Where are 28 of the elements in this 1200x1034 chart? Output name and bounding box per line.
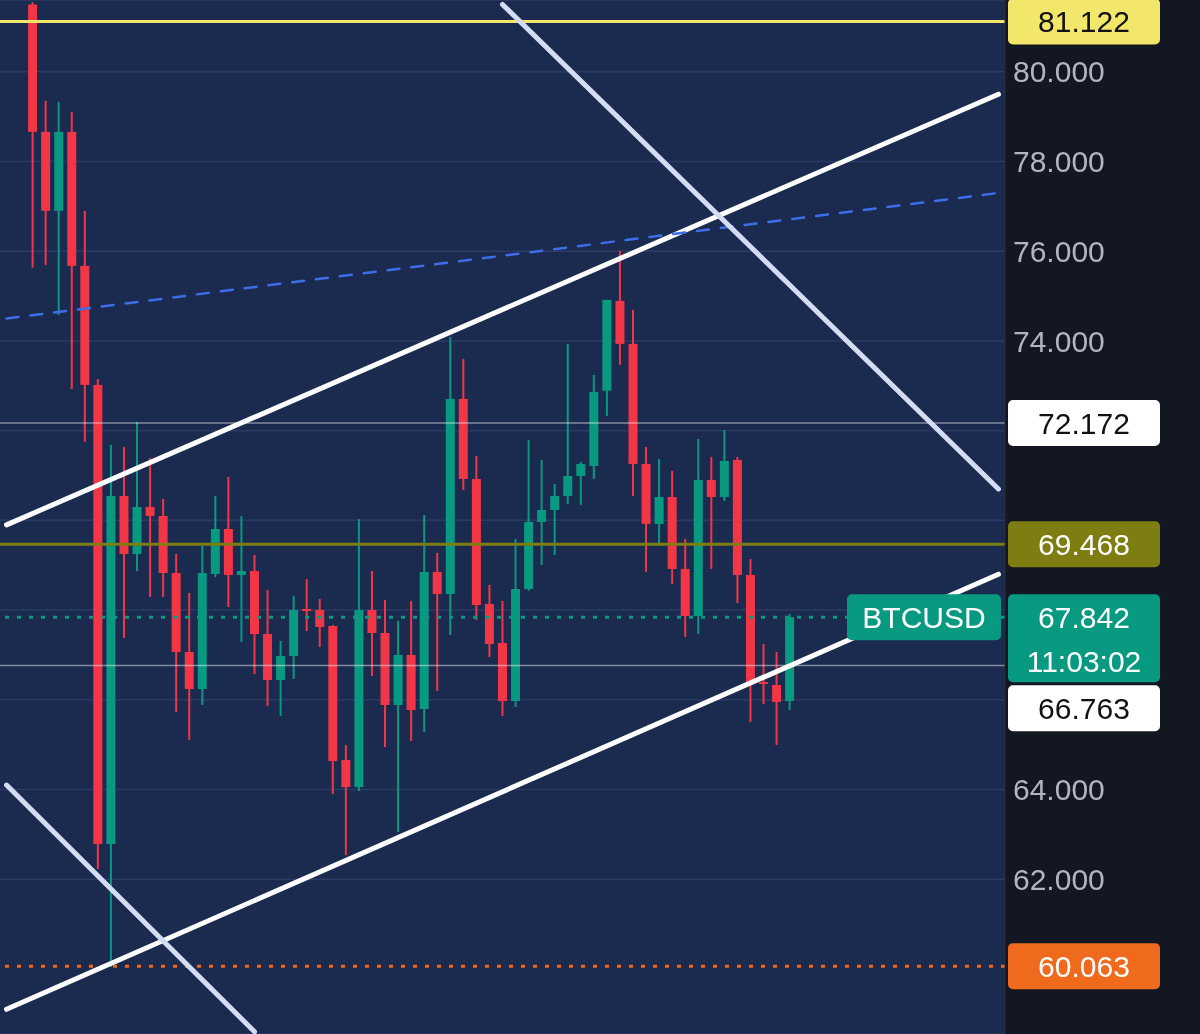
candlestick bbox=[759, 643, 769, 706]
y-tick-label: 64.000 bbox=[1013, 773, 1105, 807]
candlestick bbox=[236, 514, 246, 643]
ref-line-label: 69.468 bbox=[1038, 528, 1130, 562]
candlestick bbox=[563, 342, 573, 505]
text: 11:03:02 bbox=[1026, 645, 1142, 679]
y-tick-label: 76.000 bbox=[1013, 234, 1105, 268]
candlestick bbox=[550, 482, 560, 556]
candlestick bbox=[302, 577, 312, 632]
candlestick bbox=[432, 551, 442, 693]
candlestick bbox=[315, 598, 325, 648]
y-tick-label: 62.000 bbox=[1013, 862, 1105, 896]
candlestick bbox=[706, 455, 716, 570]
candlestick bbox=[576, 460, 586, 506]
ref-line-label: 60.063 bbox=[1038, 950, 1130, 984]
y-tick-label: 80.000 bbox=[1013, 55, 1105, 89]
ref-line-label: 81.122 bbox=[1038, 5, 1130, 39]
candlestick bbox=[772, 650, 782, 747]
candlestick bbox=[367, 569, 377, 678]
candlestick bbox=[537, 458, 547, 566]
ref-line-label: 67.842 bbox=[1038, 601, 1130, 635]
annotation: BTCUSD bbox=[862, 601, 986, 635]
ref-line-label: 72.172 bbox=[1038, 406, 1130, 440]
ref-line-label: 66.763 bbox=[1038, 692, 1130, 726]
candlestick bbox=[145, 456, 155, 598]
candlestick bbox=[276, 639, 286, 718]
y-tick-label: 74.000 bbox=[1013, 324, 1105, 358]
y-tick-label: 78.000 bbox=[1013, 145, 1105, 179]
